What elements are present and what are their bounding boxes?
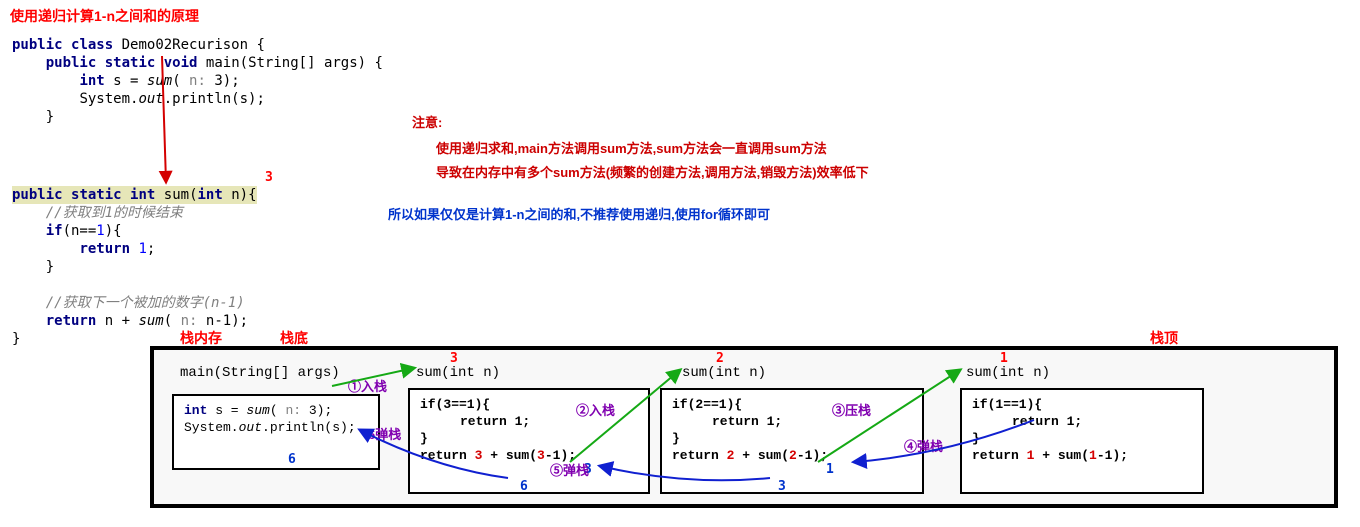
f1-hdr-pre: sum(int <box>966 365 1033 381</box>
frame-header-2: sum(int n) <box>682 365 766 381</box>
note-line-2: 导致在内存中有多个sum方法(频繁的创建方法,调用方法,销毁方法)效率低下 <box>436 162 869 181</box>
main-sum-call: sum <box>246 403 269 418</box>
overlay-n-value-3: 3 <box>265 170 273 185</box>
f2-retpre: return <box>672 448 727 463</box>
code-block-main: public class Demo02Recurison { public st… <box>12 36 383 126</box>
f3-hdr-post: ) <box>492 365 500 381</box>
main-param-name: n: <box>285 403 301 418</box>
f2-hdr-post: ) <box>758 365 766 381</box>
comment-next: //获取下一个被加的数字(n-1) <box>46 295 245 311</box>
step-label-1: ①入栈 <box>348 376 387 395</box>
param-name-2: n: <box>181 313 198 329</box>
out-ident: out <box>138 91 163 107</box>
step-label-3: ③压栈 <box>832 400 871 419</box>
f2-ret1: return 1; <box>672 413 912 430</box>
frame3-n-value: 3 <box>450 351 458 366</box>
frame-header-1: sum(int n) <box>966 365 1050 381</box>
note-heading: 注意: <box>412 112 442 131</box>
main-result-6: 6 <box>288 452 296 467</box>
ret-post: ); <box>231 313 248 329</box>
page-title: 使用递归计算1-n之间和的原理 <box>10 6 199 26</box>
frame1-n-value: 1 <box>1000 351 1008 366</box>
f1-ret1: return 1; <box>972 413 1192 430</box>
step-label-2: ②入栈 <box>576 400 615 419</box>
code-block-sum: public static int sum(int n){ //获取到1的时候结… <box>12 186 257 348</box>
f1-retmid: + sum( <box>1034 448 1089 463</box>
f1-retpost: -1); <box>1097 448 1128 463</box>
f2-retpost: -1); <box>797 448 828 463</box>
f2-if: if(2==1){ <box>672 396 912 413</box>
label-stack-top: 栈顶 <box>1150 328 1178 348</box>
frame2-n-value: 2 <box>716 351 724 366</box>
note-line-3: 所以如果仅仅是计算1-n之间的和,不推荐使用递归,使用for循环即可 <box>388 204 770 223</box>
comment-end: //获取到1的时候结束 <box>46 205 183 221</box>
f1-close: } <box>972 430 1192 447</box>
f3-close: } <box>420 430 638 447</box>
f2-retmid: + sum( <box>734 448 789 463</box>
note-line-1: 使用递归求和,main方法调用sum方法,sum方法会一直调用sum方法 <box>436 138 827 157</box>
step-label-5: ⑤弹栈 <box>550 460 589 479</box>
sum-call-2: sum <box>138 313 163 329</box>
return-1-val: 1 <box>138 241 146 257</box>
step-label-6: 6弹栈 <box>368 424 401 443</box>
param-name-1: n: <box>189 73 206 89</box>
main-post: ); <box>317 403 333 418</box>
f2-close: } <box>672 430 912 447</box>
f1-hdr-n: n <box>1033 365 1041 381</box>
f3-retmid: + sum( <box>482 448 537 463</box>
f2-chain-val: 1 <box>826 462 834 477</box>
f2-hdr-n: n <box>749 365 757 381</box>
label-stack-memory: 栈内存 <box>180 328 222 348</box>
param-val-1: 3 <box>206 73 223 89</box>
f3-retpre: return <box>420 448 475 463</box>
f2-hdr-pre: sum(int <box>682 365 749 381</box>
sum-call: sum <box>147 73 172 89</box>
frame-box-1: if(1==1){ return 1; } return 1 + sum(1-1… <box>960 388 1204 494</box>
frame-box-main: int s = sum( n: 3); System.out.println(s… <box>172 394 380 470</box>
main-param-val: 3 <box>301 403 317 418</box>
f3-below-val: 6 <box>520 479 528 494</box>
f3-hdr-pre: sum(int <box>416 365 483 381</box>
f2-retarg: 2 <box>789 448 797 463</box>
f1-retpre: return <box>972 448 1027 463</box>
f3-retarg: 3 <box>537 448 545 463</box>
f1-retarg: 1 <box>1089 448 1097 463</box>
step-label-4: ④弹栈 <box>904 436 943 455</box>
frame-header-main: main(String[] args) <box>180 365 340 381</box>
f2-below-val: 3 <box>778 479 786 494</box>
println-post: .println(s); <box>164 91 265 107</box>
param-val-2: n-1 <box>197 313 231 329</box>
label-stack-bottom: 栈底 <box>280 328 308 348</box>
f1-if: if(1==1){ <box>972 396 1192 413</box>
frame-header-3: sum(int n) <box>416 365 500 381</box>
frame-box-2: if(2==1){ return 1; } return 2 + sum(2-1… <box>660 388 924 494</box>
f1-hdr-post: ) <box>1042 365 1050 381</box>
f3-hdr-n: n <box>483 365 491 381</box>
